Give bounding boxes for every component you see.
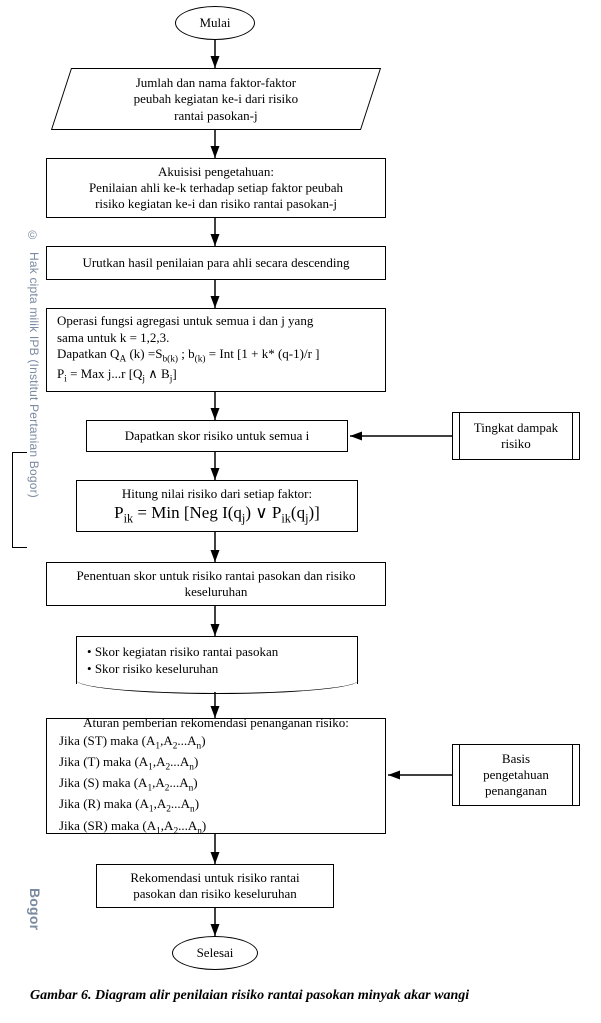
process-hitung-nilai-title: Hitung nilai risiko dari setiap faktor: [122, 486, 312, 502]
watermark-copyright-icon: © [28, 228, 37, 242]
predefined-basis-pengetahuan: Basis pengetahuan penanganan [452, 744, 580, 806]
process-penentuan-skor: Penentuan skor untuk risiko rantai pasok… [46, 562, 386, 606]
process-urutkan: Urutkan hasil penilaian para ahli secara… [46, 246, 386, 280]
watermark-text-1: Hak cipta milik IPB (Institut Pertanian … [27, 252, 41, 498]
process-hitung-nilai: Hitung nilai risiko dari setiap faktor: … [76, 480, 358, 532]
end-label: Selesai [181, 945, 249, 961]
process-akuisisi-body: Penilaian ahli ke-k terhadap setiap fakt… [89, 180, 343, 213]
predefined-tingkat-dampak-text: Tingkat dampak risiko [474, 420, 558, 452]
process-agregasi: Operasi fungsi agregasi untuk semua i da… [46, 308, 386, 392]
flowchart-canvas: © Hak cipta milik IPB (Institut Pertania… [0, 0, 601, 1023]
left-bracket-decoration [12, 452, 27, 548]
process-penentuan-skor-text: Penentuan skor untuk risiko rantai pasok… [55, 568, 377, 601]
process-aturan-rekomendasi: Aturan pemberian rekomendasi penanganan … [46, 718, 386, 834]
process-skor-risiko-text: Dapatkan skor risiko untuk semua i [95, 428, 339, 444]
watermark-text-2: Bogor [27, 888, 43, 930]
document-skor-output-text: • Skor kegiatan risiko rantai pasokan • … [87, 644, 347, 677]
process-hitung-nilai-formula: Pik = Min [Neg I(qj) ∨ Pik(qj)] [114, 502, 320, 527]
process-akuisisi-title: Akuisisi pengetahuan: [158, 164, 274, 180]
process-rekomendasi-output-text: Rekomendasi untuk risiko rantai pasokan … [105, 870, 325, 903]
document-skor-output: • Skor kegiatan risiko rantai pasokan • … [76, 636, 358, 684]
process-agregasi-text: Operasi fungsi agregasi untuk semua i da… [57, 313, 375, 386]
predefined-basis-pengetahuan-text: Basis pengetahuan penanganan [483, 751, 549, 799]
io-input-factors-text: Jumlah dan nama faktor-faktor peubah keg… [70, 75, 362, 124]
io-input-factors: Jumlah dan nama faktor-faktor peubah keg… [51, 68, 381, 130]
start-label: Mulai [184, 15, 246, 31]
process-akuisisi: Akuisisi pengetahuan: Penilaian ahli ke-… [46, 158, 386, 218]
process-urutkan-text: Urutkan hasil penilaian para ahli secara… [55, 255, 377, 271]
process-aturan-rekomendasi-text: Aturan pemberian rekomendasi penanganan … [59, 714, 373, 838]
figure-caption: Gambar 6. Diagram alir penilaian risiko … [30, 988, 469, 1004]
process-skor-risiko: Dapatkan skor risiko untuk semua i [86, 420, 348, 452]
terminator-end: Selesai [172, 936, 258, 970]
process-rekomendasi-output: Rekomendasi untuk risiko rantai pasokan … [96, 864, 334, 908]
terminator-start: Mulai [175, 6, 255, 40]
predefined-tingkat-dampak: Tingkat dampak risiko [452, 412, 580, 460]
